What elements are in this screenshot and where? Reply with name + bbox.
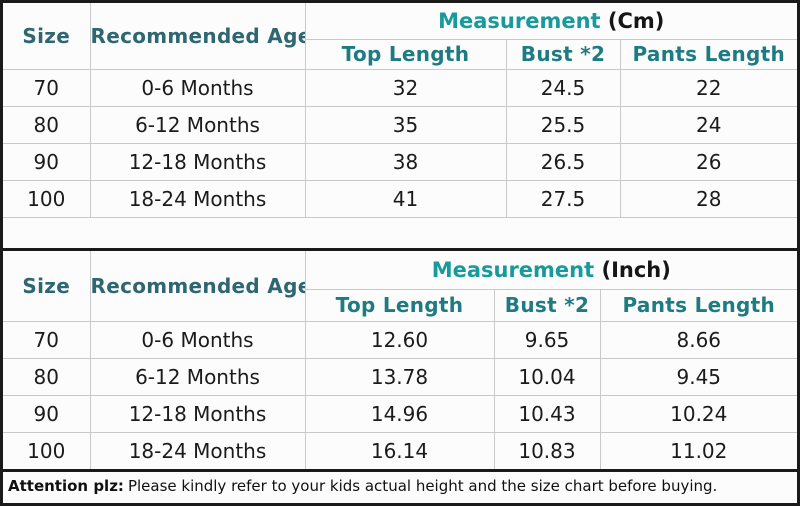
inch-unit-label: (Inch) <box>601 257 671 282</box>
inch-header-size: Size <box>3 251 91 322</box>
cm-measurement-word: Measurement <box>438 8 601 33</box>
cm-pants-value: 28 <box>619 179 797 218</box>
cm-bust-value: 25.5 <box>505 105 621 144</box>
cm-size-value: 70 <box>3 68 91 107</box>
inch-age-value: 6-12 Months <box>89 357 306 396</box>
cm-age-value: 0-6 Months <box>89 68 306 107</box>
cm-pants-value: 24 <box>619 105 797 144</box>
inch-bust-value: 10.83 <box>493 431 601 469</box>
inch-table-row: 100 18-24 Months 16.14 10.83 11.02 <box>3 431 797 469</box>
cm-table-row: 80 6-12 Months 35 25.5 24 <box>3 105 797 144</box>
inch-pants-value: 9.45 <box>599 357 797 396</box>
cm-top-value: 41 <box>304 179 507 218</box>
cm-age-value: 12-18 Months <box>89 142 306 181</box>
cm-header-age: Recommended Age <box>89 3 306 70</box>
cm-size-value: 100 <box>3 179 91 218</box>
inch-top-value: 16.14 <box>304 431 495 469</box>
cm-age-value: 18-24 Months <box>89 179 306 218</box>
inch-top-value: 14.96 <box>304 394 495 433</box>
inch-header-age: Recommended Age <box>89 251 306 322</box>
cm-top-value: 32 <box>304 68 507 107</box>
inch-top-value: 12.60 <box>304 320 495 359</box>
inch-size-value: 80 <box>3 357 91 396</box>
inch-size-value: 100 <box>3 431 91 469</box>
cm-top-value: 35 <box>304 105 507 144</box>
cm-header-measurement: Measurement (Cm) <box>304 3 797 40</box>
inch-bust-value: 9.65 <box>493 320 601 359</box>
cm-pants-value: 22 <box>619 68 797 107</box>
inch-header-bust: Bust *2 <box>493 288 601 322</box>
cm-header-size: Size <box>3 3 91 70</box>
cm-size-table: Size Recommended Age Measurement (Cm) To… <box>3 3 797 248</box>
inch-age-value: 18-24 Months <box>89 431 306 469</box>
attention-note: Attention plz: Please kindly refer to yo… <box>3 469 797 500</box>
inch-age-value: 0-6 Months <box>89 320 306 359</box>
inch-size-table: Size Recommended Age Measurement (Inch) … <box>3 251 797 469</box>
inch-size-value: 70 <box>3 320 91 359</box>
inch-pants-value: 8.66 <box>599 320 797 359</box>
inch-measurement-word: Measurement <box>431 257 595 282</box>
cm-top-value: 38 <box>304 142 507 181</box>
cm-size-value: 80 <box>3 105 91 144</box>
cm-header-pants-length: Pants Length <box>619 38 797 70</box>
cm-table-empty-row <box>3 216 797 248</box>
cm-size-value: 90 <box>3 142 91 181</box>
cm-table-row: 90 12-18 Months 38 26.5 26 <box>3 142 797 181</box>
inch-top-value: 13.78 <box>304 357 495 396</box>
inch-header-measurement: Measurement (Inch) <box>304 251 797 290</box>
inch-bust-value: 10.04 <box>493 357 601 396</box>
inch-table-row: 90 12-18 Months 14.96 10.43 10.24 <box>3 394 797 433</box>
inch-pants-value: 11.02 <box>599 431 797 469</box>
cm-header-bust: Bust *2 <box>505 38 621 70</box>
attention-note-text: Please kindly refer to your kids actual … <box>127 477 718 495</box>
cm-bust-value: 26.5 <box>505 142 621 181</box>
cm-pants-value: 26 <box>619 142 797 181</box>
cm-unit-label: (Cm) <box>607 8 665 33</box>
cm-table-row: 100 18-24 Months 41 27.5 28 <box>3 179 797 218</box>
inch-table-row: 70 0-6 Months 12.60 9.65 8.66 <box>3 320 797 359</box>
cm-age-value: 6-12 Months <box>89 105 306 144</box>
inch-age-value: 12-18 Months <box>89 394 306 433</box>
cm-header-top-length: Top Length <box>305 38 507 70</box>
cm-bust-value: 27.5 <box>505 179 621 218</box>
inch-table-row: 80 6-12 Months 13.78 10.04 9.45 <box>3 357 797 396</box>
attention-note-label: Attention plz: <box>8 477 124 495</box>
cm-table-row: 70 0-6 Months 32 24.5 22 <box>3 68 797 107</box>
cm-bust-value: 24.5 <box>505 68 621 107</box>
inch-header-pants-length: Pants Length <box>599 288 797 322</box>
inch-bust-value: 10.43 <box>493 394 601 433</box>
inch-header-top-length: Top Length <box>305 288 495 322</box>
inch-pants-value: 10.24 <box>599 394 797 433</box>
inch-size-value: 90 <box>3 394 91 433</box>
